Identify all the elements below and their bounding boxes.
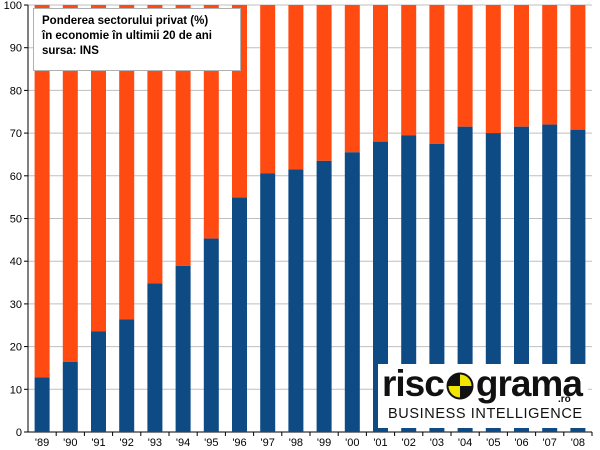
logo-ball-icon	[446, 372, 474, 400]
x-tick-label: '94	[176, 437, 190, 449]
x-tick-label: '05	[486, 437, 500, 449]
x-tick-label: '96	[232, 437, 246, 449]
bar-rest-segment	[119, 5, 135, 320]
bar-private-segment	[485, 133, 501, 432]
y-tick-label: 100	[4, 0, 22, 12]
y-tick-label: 60	[10, 171, 22, 183]
logo-wordmark: risc grama	[382, 363, 583, 404]
bar-private-segment	[514, 126, 529, 432]
x-tick-label: '90	[63, 437, 77, 449]
x-tick-label: '98	[289, 437, 303, 449]
bar-rest-segment	[147, 5, 163, 284]
bar-rest-segment	[91, 5, 106, 332]
x-tick-label: '89	[35, 437, 49, 449]
logo-text-right: grama	[475, 363, 583, 404]
bar-rest-segment	[34, 5, 50, 378]
chart-title-line-1: Ponderea sectorului privat (%)	[42, 15, 209, 27]
x-tick-label: '95	[204, 437, 218, 449]
x-tick-label: '97	[261, 437, 275, 449]
logo-text-left: risc	[382, 363, 445, 404]
bar-rest-segment	[485, 5, 501, 134]
bar-private-segment	[260, 173, 276, 432]
x-tick-label: '02	[402, 437, 416, 449]
riscograma-logo: risc grama .ro BUSINESS INTELLIGENCE	[378, 364, 588, 428]
bar-private-segment	[316, 160, 332, 433]
bar-private-segment	[34, 377, 50, 432]
y-tick-label: 50	[10, 214, 22, 226]
x-tick-label: '00	[345, 437, 359, 449]
chart-title-box: Ponderea sectorului privat (%) în econom…	[33, 8, 241, 71]
x-tick-label: '92	[120, 437, 134, 449]
bar-private-segment	[119, 319, 135, 432]
bar-private-segment	[232, 197, 247, 432]
y-tick-label: 40	[10, 256, 22, 268]
bar-private-segment	[288, 169, 304, 432]
bar-private-segment	[401, 135, 417, 433]
bar-rest-segment	[542, 5, 558, 125]
bar-rest-segment	[316, 5, 332, 161]
bar-private-segment	[344, 152, 360, 432]
x-tick-label: '08	[571, 437, 585, 449]
bar-private-segment	[62, 361, 78, 432]
x-tick-label: '93	[148, 437, 162, 449]
x-tick-label: '07	[543, 437, 557, 449]
y-tick-label: 90	[10, 43, 22, 55]
y-tick-label: 20	[10, 342, 22, 354]
bar-rest-segment	[457, 5, 473, 127]
y-tick-label: 0	[16, 427, 22, 439]
y-tick-label: 10	[10, 384, 22, 396]
x-tick-label: '03	[430, 437, 444, 449]
bar-private-segment	[457, 126, 473, 432]
bar-private-segment	[203, 238, 219, 432]
bar-rest-segment	[344, 5, 360, 153]
x-tick-label: '91	[91, 437, 105, 449]
bar-rest-segment	[429, 5, 445, 144]
bar-rest-segment	[514, 5, 529, 127]
x-tick-label: '99	[317, 437, 331, 449]
bar-rest-segment	[373, 5, 388, 142]
bar-private-segment	[147, 283, 163, 432]
bar-private-segment	[429, 143, 445, 432]
bar-rest-segment	[260, 5, 276, 174]
bar-rest-segment	[570, 5, 586, 130]
bar-private-segment	[91, 331, 106, 432]
bar-private-segment	[373, 141, 388, 432]
x-tick-label: '01	[373, 437, 387, 449]
logo-domain-suffix: .ro	[558, 394, 571, 405]
bar-rest-segment	[288, 5, 304, 170]
bar-rest-segment	[401, 5, 417, 136]
bar-private-segment	[570, 129, 586, 432]
bar-rest-segment	[62, 5, 78, 362]
y-tick-label: 70	[10, 128, 22, 140]
logo-tagline: BUSINESS INTELLIGENCE	[388, 406, 583, 422]
x-tick-label: '06	[514, 437, 528, 449]
y-tick-label: 80	[10, 85, 22, 97]
y-tick-label: 30	[10, 299, 22, 311]
chart-title-line-2: în economie în ultimii 20 de ani	[42, 30, 212, 42]
bar-private-segment	[175, 265, 191, 432]
x-tick-label: '04	[458, 437, 472, 449]
chart-source-line: sursa: INS	[42, 45, 99, 57]
bar-private-segment	[542, 124, 558, 432]
